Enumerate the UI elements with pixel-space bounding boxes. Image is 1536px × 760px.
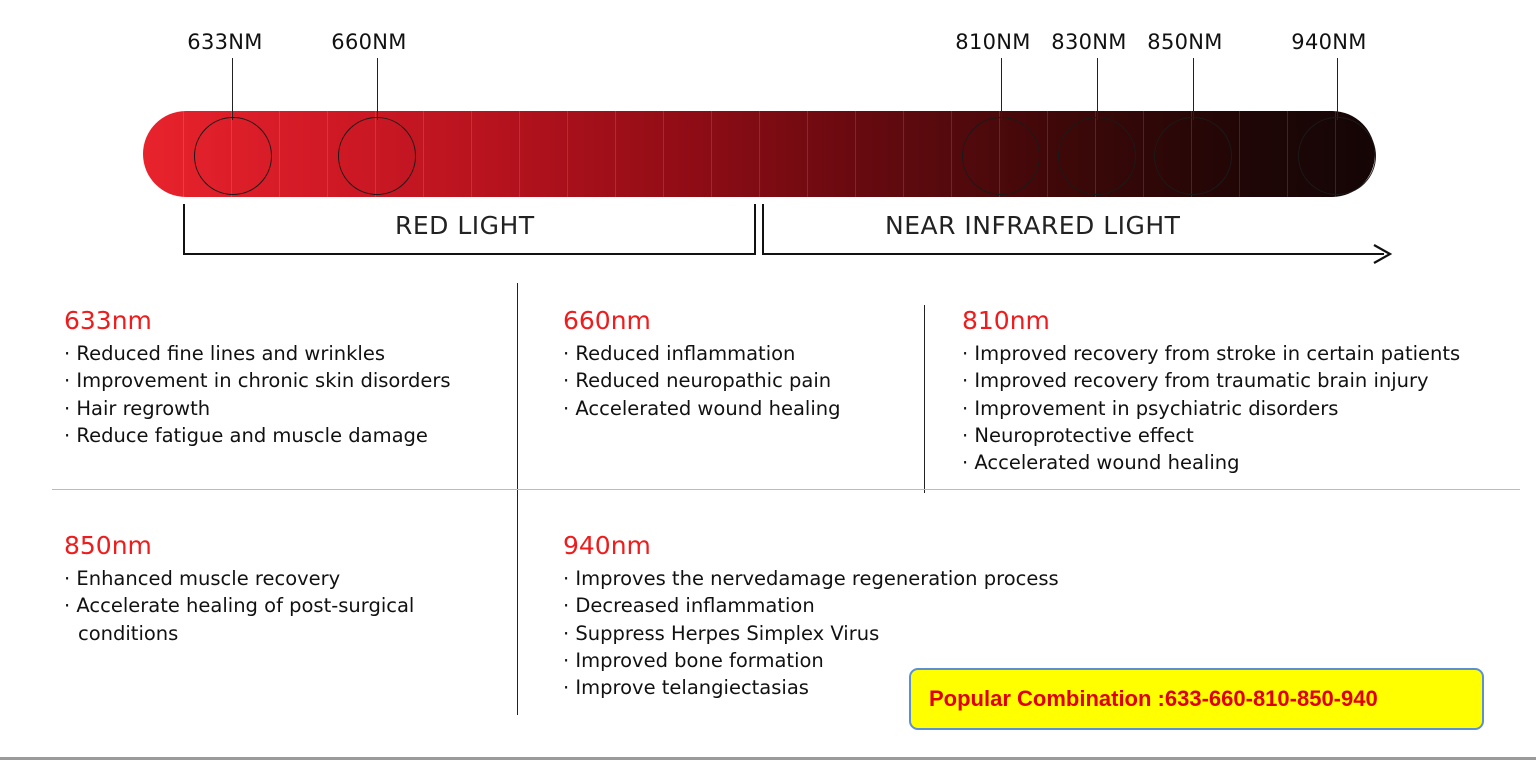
list-item: · Hair regrowth [64, 396, 211, 420]
list-item: · Improves the nervedamage regeneration … [563, 567, 1059, 590]
arrow-right-icon [1373, 244, 1393, 264]
red-bracket-bottom [183, 253, 756, 255]
popular-combination-box: Popular Combination :633-660-810-850-940 [909, 668, 1484, 730]
spectrum-segment-line [423, 111, 424, 197]
nir-bracket-left [762, 204, 764, 255]
marker-circle-660 [338, 117, 416, 195]
block-title: 940nm [563, 531, 651, 560]
list-item: · Decreased inflammation [563, 594, 815, 618]
spectrum-segment-line [1239, 111, 1240, 197]
marker-circle-810 [962, 117, 1040, 195]
spectrum-segment-line [951, 111, 952, 197]
wavelength-label-830: 830NM [1051, 30, 1127, 54]
list-item: · Reduced neuropathic pain [563, 369, 832, 393]
block-850: 850nm · Enhanced muscle recovery · Accel… [64, 531, 484, 647]
spectrum-segment-line [471, 111, 472, 197]
marker-stem-810 [1001, 58, 1002, 120]
spectrum-segment-line [327, 111, 328, 197]
list-item: · Reduced inflammation [563, 342, 796, 365]
marker-stem-940 [1337, 58, 1338, 120]
marker-circle-940 [1298, 117, 1376, 195]
list-item: · Improvement in chronic skin disorders [64, 369, 451, 393]
row-divider [52, 489, 1520, 490]
list-item: · Improvement in psychiatric disorders [962, 396, 1339, 420]
block-660: 660nm · Reduced inflammation · Reduced n… [563, 306, 841, 422]
spectrum-segment-line [615, 111, 616, 197]
list-item: · Reduce fatigue and muscle damage [64, 423, 428, 447]
block-940: 940nm · Improves the nervedamage regener… [563, 531, 1059, 701]
wavelength-label-810: 810NM [955, 30, 1031, 54]
block-title: 660nm [563, 306, 651, 335]
nir-bracket-bottom [762, 253, 1384, 255]
column-divider-left [517, 283, 518, 715]
list-item: · Improved recovery from stroke in certa… [962, 342, 1461, 365]
spectrum-segment-line [807, 111, 808, 197]
spectrum-segment-line [183, 111, 184, 197]
marker-stem-633 [232, 58, 233, 120]
list-item: · Accelerated wound healing [962, 451, 1240, 475]
marker-stem-660 [377, 58, 378, 120]
wavelength-label-633: 633NM [187, 30, 263, 54]
spectrum-segment-line [711, 111, 712, 197]
list-item: · Improve telangiectasias [563, 676, 809, 700]
block-title: 810nm [962, 306, 1050, 335]
wavelength-label-660: 660NM [331, 30, 407, 54]
spectrum-segment-line [855, 111, 856, 197]
spectrum-segment-line [1287, 111, 1288, 197]
block-810: 810nm · Improved recovery from stroke in… [962, 306, 1460, 476]
block-633: 633nm · Reduced fine lines and wrinkles … [64, 306, 451, 449]
spectrum-segment-line [519, 111, 520, 197]
list-item: · Enhanced muscle recovery [64, 567, 341, 590]
spectrum-segment-line [279, 111, 280, 197]
list-item: · Improved bone formation [563, 648, 824, 672]
spectrum-segment-line [1143, 111, 1144, 197]
block-title: 850nm [64, 531, 152, 560]
list-item: · Accelerate healing of post-surgical co… [64, 594, 415, 645]
wavelength-label-940: 940NM [1291, 30, 1367, 54]
red-bracket-left [183, 204, 185, 255]
marker-circle-633 [194, 117, 272, 195]
marker-circle-850 [1154, 117, 1232, 195]
list-item: · Accelerated wound healing [563, 396, 841, 420]
column-divider-right [924, 305, 925, 493]
list-item: · Neuroprotective effect [962, 423, 1194, 447]
spectrum-segment-line [663, 111, 664, 197]
bottom-rule [0, 757, 1536, 760]
list-item: · Reduced fine lines and wrinkles [64, 342, 385, 365]
red-light-label: RED LIGHT [395, 211, 535, 240]
wavelength-label-850: 850NM [1147, 30, 1223, 54]
spectrum-segment-line [567, 111, 568, 197]
list-item: · Improved recovery from traumatic brain… [962, 369, 1429, 393]
block-title: 633nm [64, 306, 152, 335]
marker-stem-830 [1097, 58, 1098, 120]
nir-light-label: NEAR INFRARED LIGHT [885, 211, 1181, 240]
marker-circle-830 [1058, 117, 1136, 195]
spectrum-segment-line [759, 111, 760, 197]
list-item: · Suppress Herpes Simplex Virus [563, 621, 880, 645]
marker-stem-850 [1193, 58, 1194, 120]
spectrum-segment-line [903, 111, 904, 197]
spectrum-segment-line [1047, 111, 1048, 197]
red-bracket-right [754, 204, 756, 255]
